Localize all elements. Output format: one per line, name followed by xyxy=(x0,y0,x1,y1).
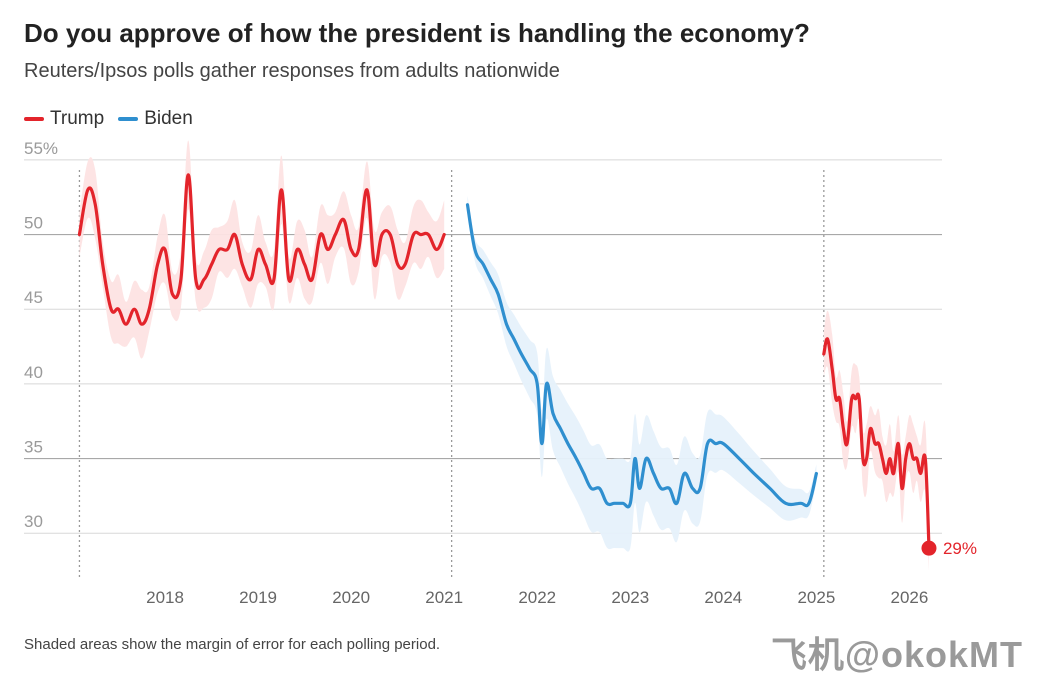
y-tick-label-50: 50 xyxy=(24,214,43,233)
y-tick-label-30: 30 xyxy=(24,512,43,531)
line-trump-0 xyxy=(77,173,446,326)
x-tick-label-2025: 2025 xyxy=(797,588,835,607)
end-value-label: 29% xyxy=(943,539,977,558)
band-trump-2 xyxy=(823,310,929,571)
grid-layer xyxy=(24,159,942,578)
legend-swatch-trump xyxy=(24,117,44,121)
x-tick-label-2023: 2023 xyxy=(611,588,649,607)
x-tick-label-2020: 2020 xyxy=(332,588,370,607)
y-tick-label-55: 55% xyxy=(24,139,58,158)
axis-labels: 55% 50 45 40 35 30 2018 2019 2020 2021 2022 2023 202… xyxy=(24,139,977,607)
x-tick-label-2019: 2019 xyxy=(239,588,277,607)
band-trump-0 xyxy=(79,140,445,359)
series-lines xyxy=(77,173,937,556)
line-trump-2 xyxy=(822,337,931,550)
legend-swatch-biden xyxy=(118,117,139,121)
chart-title: Do you approve of how the president is h… xyxy=(24,18,810,48)
band-biden-1 xyxy=(467,195,817,552)
x-tick-label-2018: 2018 xyxy=(146,588,184,607)
x-tick-label-2021: 2021 xyxy=(425,588,463,607)
legend-item-biden: Biden xyxy=(118,108,193,130)
x-tick-label-2026: 2026 xyxy=(891,588,929,607)
legend-label-trump: Trump xyxy=(50,108,105,129)
margin-of-error-bands xyxy=(79,140,929,571)
y-tick-label-35: 35 xyxy=(24,438,43,457)
legend-item-trump: Trump xyxy=(24,108,104,130)
chart-legend: Trump Biden xyxy=(24,108,193,130)
end-point-marker xyxy=(921,540,937,556)
watermark-text: 飞机@okokMT xyxy=(770,634,1023,675)
line-biden-1 xyxy=(465,203,818,509)
chart-subtitle: Reuters/Ipsos polls gather responses fro… xyxy=(24,60,560,82)
footnote: Shaded areas show the margin of error fo… xyxy=(24,636,441,653)
x-tick-label-2022: 2022 xyxy=(518,588,556,607)
y-tick-label-40: 40 xyxy=(24,363,43,382)
legend-label-biden: Biden xyxy=(144,108,193,129)
y-tick-label-45: 45 xyxy=(24,288,43,307)
approval-chart: 55% 50 45 40 35 30 2018 2019 2020 2021 2022 2023 202… xyxy=(24,139,977,607)
x-tick-label-2024: 2024 xyxy=(704,588,742,607)
